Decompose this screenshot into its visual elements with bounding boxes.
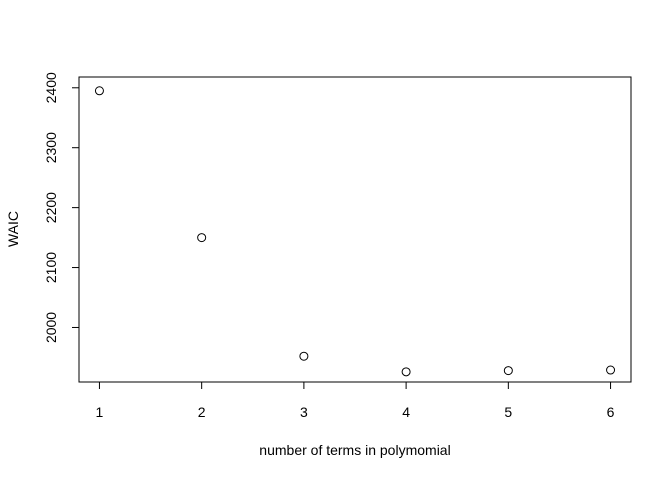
x-tick-label: 6 <box>607 404 615 420</box>
y-tick-label: 2300 <box>43 132 59 163</box>
x-tick-label: 5 <box>504 404 512 420</box>
y-axis: 2000 2100 2200 2300 2400 <box>43 72 80 343</box>
data-points <box>94 86 616 377</box>
x-tick-label: 3 <box>300 404 308 420</box>
x-axis: 1 2 3 4 5 6 <box>96 381 615 420</box>
x-tick-label: 1 <box>96 404 104 420</box>
y-tick-label: 2200 <box>43 192 59 223</box>
data-point <box>606 365 616 375</box>
x-tick-label: 2 <box>198 404 206 420</box>
data-point <box>197 233 207 243</box>
plot-frame <box>78 76 632 383</box>
x-axis-title: number of terms in polymomial <box>259 442 450 458</box>
y-tick-label: 2100 <box>43 252 59 283</box>
y-axis-title: WAIC <box>5 211 21 247</box>
data-point <box>503 366 513 376</box>
data-point <box>94 86 104 96</box>
y-tick-label: 2400 <box>43 72 59 103</box>
y-tick-label: 2000 <box>43 312 59 343</box>
data-point <box>299 351 309 361</box>
data-point <box>401 367 411 377</box>
x-tick-label: 4 <box>402 404 410 420</box>
